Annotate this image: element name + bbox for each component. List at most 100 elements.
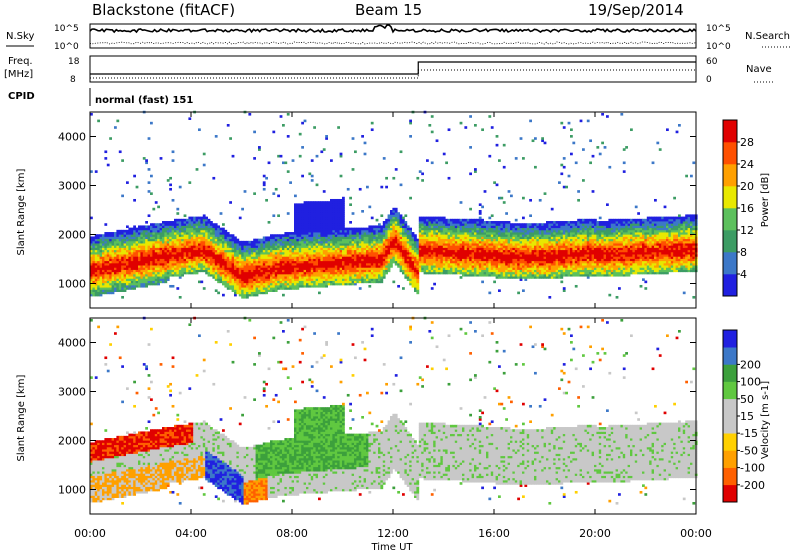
power-cell [138, 280, 141, 284]
power-cell [97, 282, 100, 286]
power-cell [109, 269, 112, 273]
freq-trace [90, 61, 696, 75]
power-cell [94, 284, 98, 288]
power-cell [157, 260, 160, 264]
power-cell [234, 236, 237, 240]
power-cell [97, 258, 100, 262]
power-cell [99, 289, 103, 292]
power-cell [457, 218, 460, 222]
power-cell [104, 262, 108, 266]
power-cell [469, 172, 472, 176]
power-cell [481, 128, 484, 132]
power-cell [162, 260, 165, 264]
power-cell [310, 179, 314, 182]
power-cell [198, 280, 201, 284]
power-cell [145, 276, 148, 279]
power-cell [478, 216, 482, 220]
power-cell [90, 265, 93, 268]
power-cell [154, 240, 158, 244]
power-cell [116, 273, 120, 277]
power-cell [102, 282, 105, 286]
power-cell [404, 221, 408, 224]
power-cell [92, 247, 96, 251]
power-cell [154, 278, 158, 281]
power-cell [126, 247, 129, 251]
power-cell [140, 273, 144, 277]
power-cell [162, 240, 165, 244]
power-cell [116, 236, 120, 240]
power-cell [111, 247, 115, 251]
power-cell [147, 137, 151, 140]
power-cell [152, 265, 156, 268]
power-cell [130, 271, 134, 275]
power-cell [174, 218, 177, 222]
power-cell [92, 254, 96, 257]
power-cell [178, 218, 182, 222]
power-cell [202, 214, 206, 218]
nave-tick-bottom: 0 [706, 75, 712, 85]
power-cell [142, 282, 146, 286]
power-cell [121, 254, 124, 257]
power-cell [363, 152, 367, 156]
power-cell [138, 254, 141, 257]
power-cell [385, 185, 388, 189]
power-cell [418, 216, 422, 220]
power-cell [181, 218, 184, 222]
power-cell [147, 227, 151, 231]
power-cell [92, 260, 96, 264]
power-cell [97, 240, 100, 244]
power-cell [90, 216, 93, 220]
power-cell [130, 262, 134, 266]
power-cell [94, 280, 98, 284]
nsky-line [89, 24, 697, 34]
power-cell [104, 287, 108, 290]
power-cell [178, 185, 182, 189]
power-cell [128, 271, 132, 275]
power-cell [392, 207, 396, 211]
power-cell [94, 262, 98, 266]
power-cell [145, 227, 148, 231]
freq-label: Freq. [8, 56, 33, 67]
power-cell [104, 271, 108, 275]
power-cell [123, 247, 127, 251]
power-cell [94, 249, 98, 253]
power-cell [97, 269, 100, 273]
power-cell [152, 273, 156, 277]
power-cell [118, 245, 122, 248]
power-cell [111, 249, 115, 253]
power-cell [145, 221, 148, 224]
power-cell [92, 236, 96, 240]
power-cell [106, 284, 110, 288]
power-cell [130, 267, 134, 270]
power-cell [349, 227, 352, 231]
power-cell [126, 282, 129, 286]
power-cell [135, 256, 139, 259]
power-cell [342, 196, 345, 200]
power-cell [159, 227, 163, 231]
power-cell [169, 284, 172, 288]
power-cell [138, 249, 141, 253]
power-cell [130, 243, 134, 246]
power-cell [402, 287, 405, 290]
power-cell [140, 232, 144, 235]
power-cell [274, 234, 278, 237]
power-cell [133, 236, 136, 240]
power-cell [90, 256, 93, 259]
power-cell [92, 293, 96, 297]
power-cell [474, 168, 477, 171]
power-cell [162, 234, 165, 237]
power-cell [123, 249, 127, 253]
power-cell [114, 284, 117, 288]
power-cell [154, 260, 158, 264]
power-cell [310, 201, 314, 204]
nave-label: Nave [746, 64, 772, 75]
power-cell [102, 276, 105, 279]
power-cell [133, 225, 136, 229]
power-cell [162, 232, 165, 235]
power-cell [121, 232, 124, 235]
power-cell [488, 115, 492, 118]
power-cell [116, 289, 120, 292]
power-cell [308, 172, 312, 176]
power-cell [238, 240, 242, 244]
power-cell [493, 181, 496, 184]
